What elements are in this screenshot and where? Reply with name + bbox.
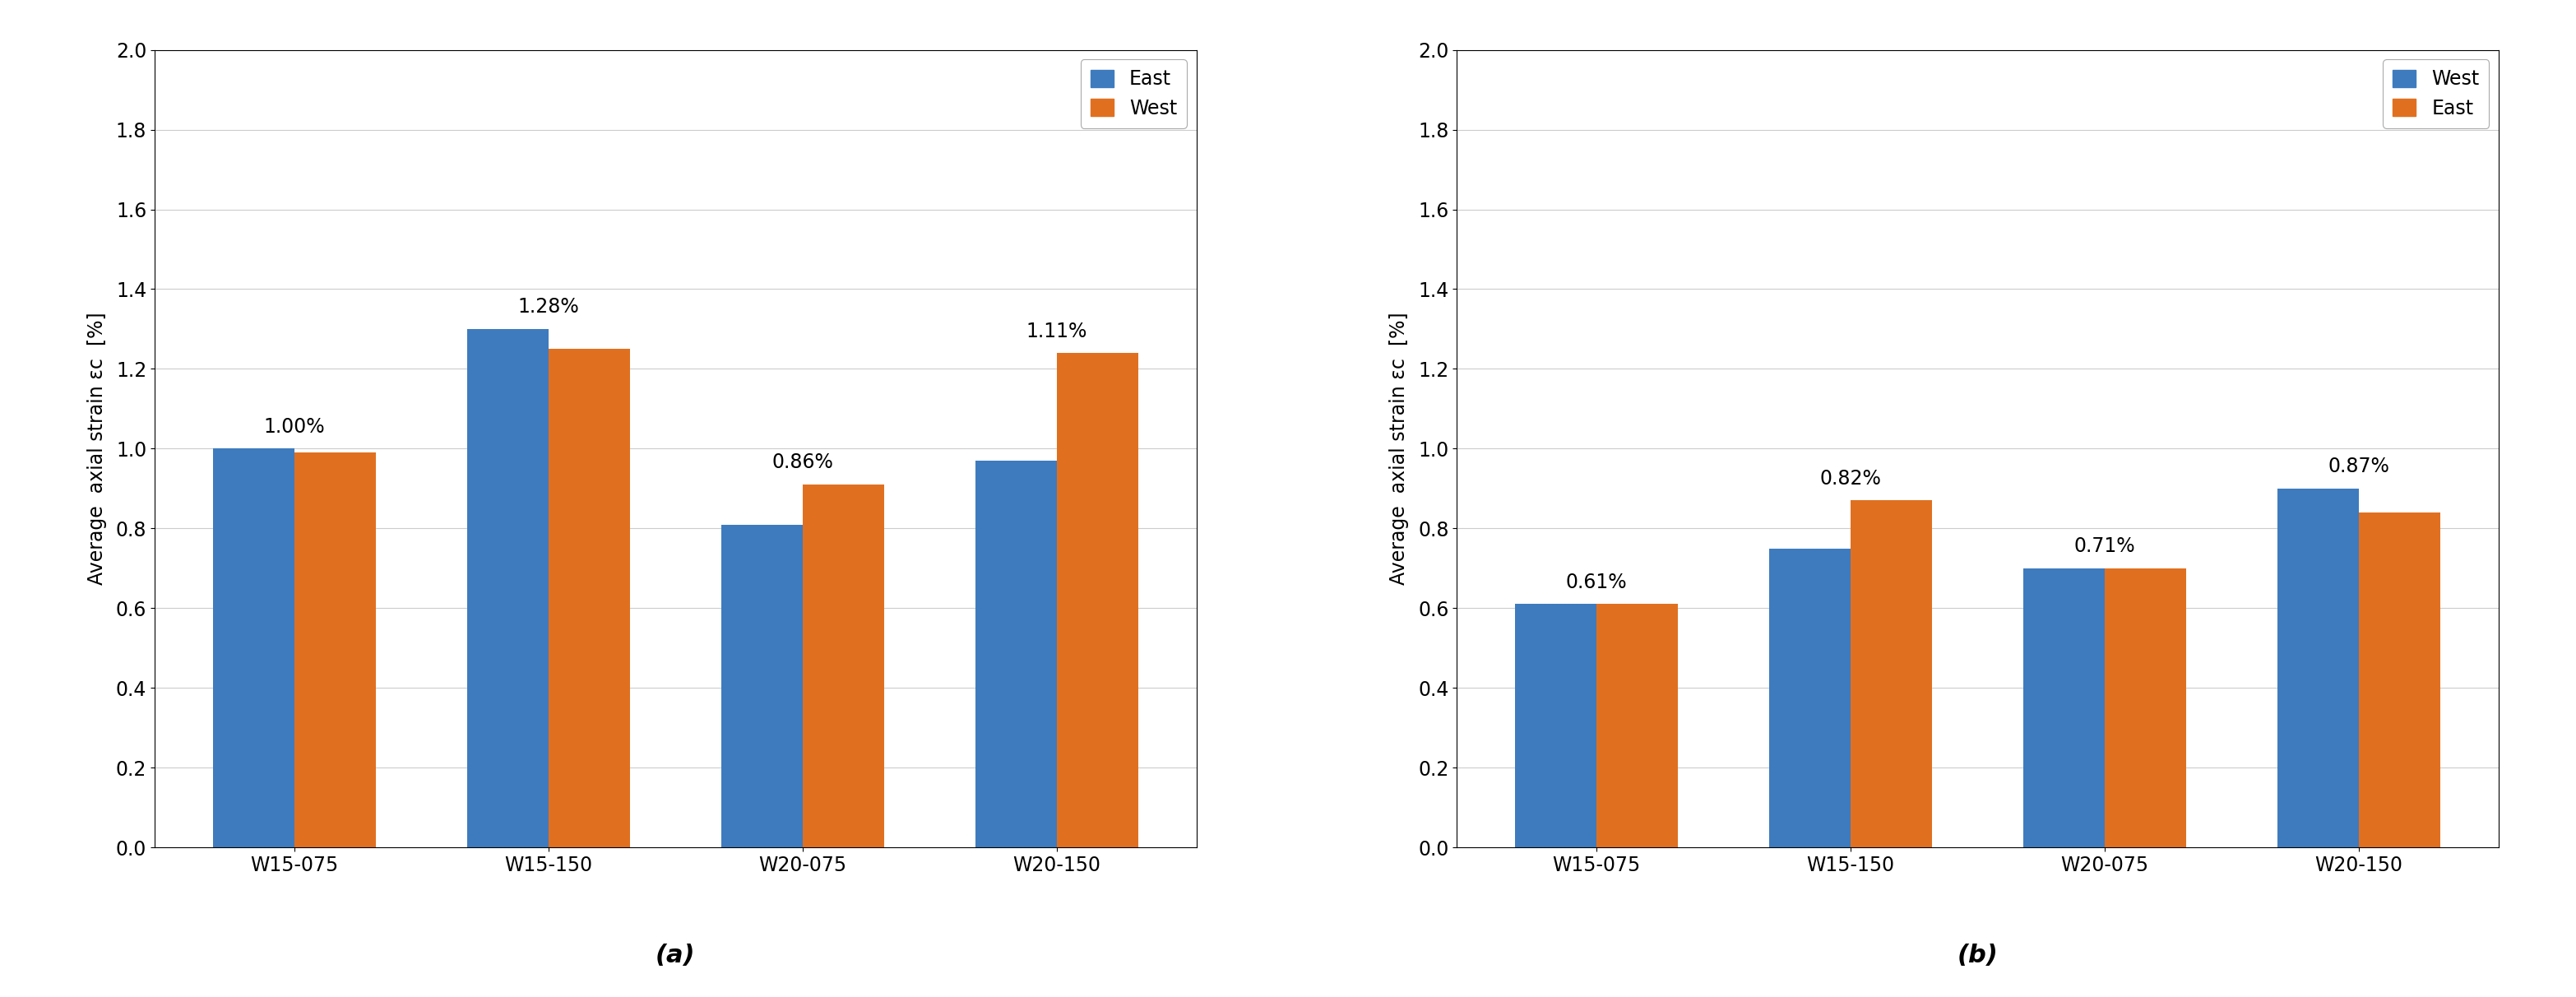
Text: 0.86%: 0.86% <box>773 453 832 473</box>
Text: (a): (a) <box>654 943 696 967</box>
Bar <box>1850 500 1932 847</box>
Bar <box>1597 604 1677 847</box>
Bar <box>214 449 294 847</box>
Text: (b): (b) <box>1958 943 1999 967</box>
Bar <box>2025 568 2105 847</box>
Bar <box>1515 604 1597 847</box>
Bar <box>549 349 629 847</box>
Bar <box>804 485 884 847</box>
Bar <box>1770 548 1850 847</box>
Text: 0.87%: 0.87% <box>2329 457 2391 477</box>
Bar <box>976 461 1056 847</box>
Bar <box>466 329 549 847</box>
Bar <box>294 453 376 847</box>
Text: 1.11%: 1.11% <box>1025 321 1087 341</box>
Y-axis label: Average  axial strain εc  [%]: Average axial strain εc [%] <box>1388 312 1409 585</box>
Bar <box>2360 512 2439 847</box>
Text: 0.71%: 0.71% <box>2074 536 2136 556</box>
Text: 0.82%: 0.82% <box>1821 469 1880 489</box>
Bar <box>1056 353 1139 847</box>
Bar <box>2105 568 2187 847</box>
Text: 0.61%: 0.61% <box>1566 572 1628 592</box>
Text: 1.00%: 1.00% <box>263 417 325 437</box>
Bar <box>2277 489 2360 847</box>
Text: 1.28%: 1.28% <box>518 297 580 317</box>
Bar <box>721 524 804 847</box>
Legend: West, East: West, East <box>2383 60 2488 129</box>
Legend: East, West: East, West <box>1079 60 1188 129</box>
Y-axis label: Average  axial strain εc  [%]: Average axial strain εc [%] <box>88 312 106 585</box>
